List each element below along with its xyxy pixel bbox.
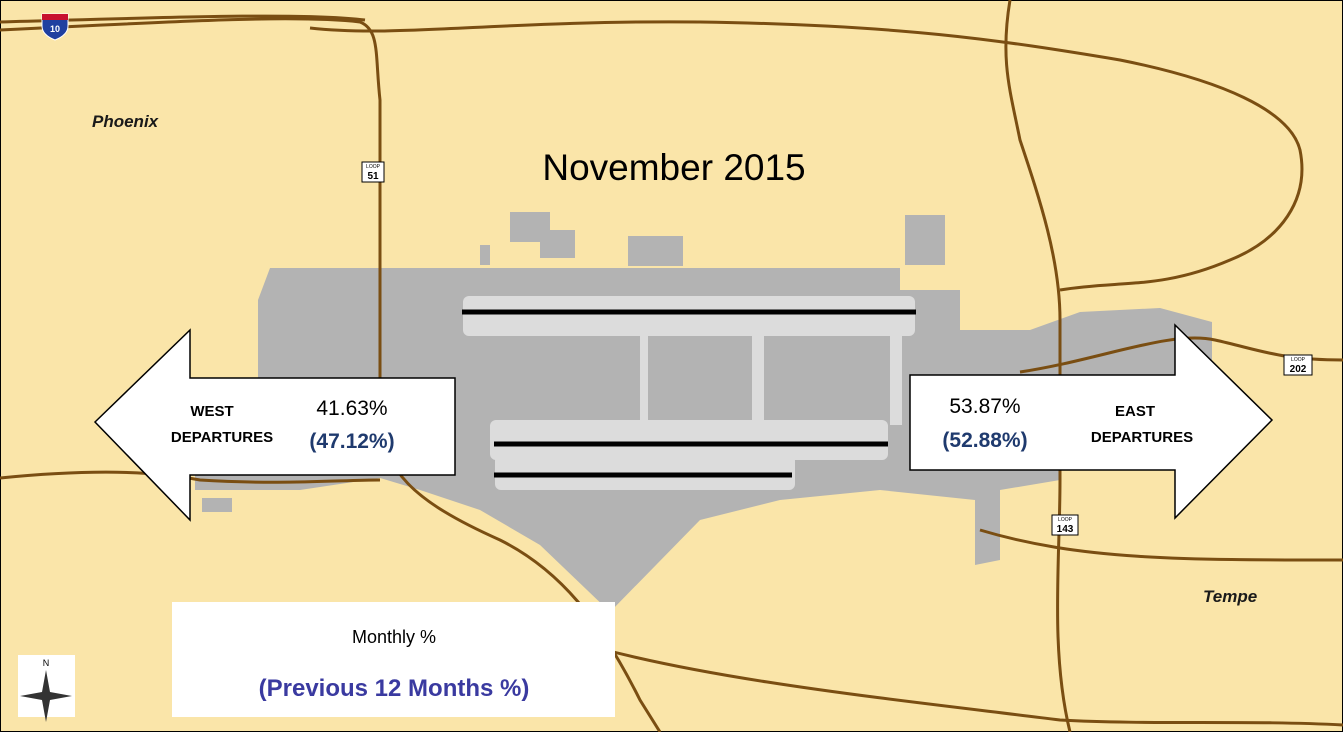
east-arrow <box>909 323 1274 520</box>
place-label: Tempe <box>1203 587 1257 606</box>
runways <box>462 309 916 478</box>
compass-label: N <box>43 658 50 668</box>
shield-label: 51 <box>367 171 379 182</box>
shield-i10: 10 <box>41 13 69 41</box>
map-title: November 2015 <box>542 147 805 188</box>
shield-label: 202 <box>1290 364 1307 375</box>
compass-rose <box>20 670 72 722</box>
place-label: Phoenix <box>92 112 160 131</box>
east-previous: (52.88%) <box>942 429 1027 452</box>
west-monthly: 41.63% <box>316 397 387 420</box>
west-previous: (47.12%) <box>309 430 394 453</box>
legend-box <box>172 602 615 717</box>
shield-loop51: LOOP 51 <box>361 161 385 183</box>
shield-loop202: LOOP 202 <box>1283 354 1313 376</box>
east-label: DEPARTURES <box>1091 429 1193 446</box>
shield-label: 143 <box>1057 524 1074 535</box>
shield-loop: LOOP <box>366 164 381 170</box>
shield-label: 10 <box>50 24 60 34</box>
west-label: WEST <box>190 403 233 420</box>
airport-buildings <box>202 212 945 512</box>
west-label: DEPARTURES <box>171 429 273 446</box>
west-arrow <box>93 328 456 522</box>
east-label: EAST <box>1115 403 1155 420</box>
east-monthly: 53.87% <box>949 395 1020 418</box>
shield-loop: LOOP <box>1058 517 1073 523</box>
shield-loop: LOOP <box>1291 357 1306 363</box>
legend-monthly: Monthly % <box>352 627 436 647</box>
legend-previous: (Previous 12 Months %) <box>259 675 530 702</box>
shield-loop143: LOOP 143 <box>1051 514 1079 536</box>
